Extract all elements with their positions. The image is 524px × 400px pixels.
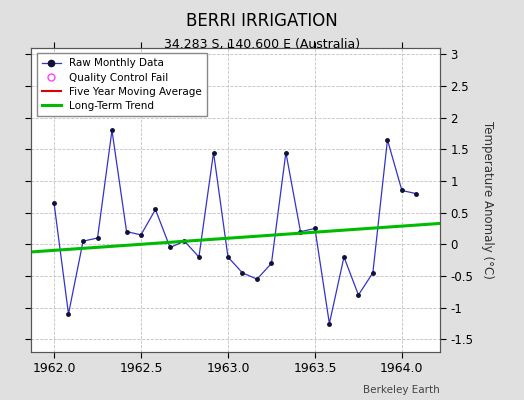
Y-axis label: Temperature Anomaly (°C): Temperature Anomaly (°C): [482, 121, 495, 279]
Text: 34.283 S, 140.600 E (Australia): 34.283 S, 140.600 E (Australia): [164, 38, 360, 51]
Text: Berkeley Earth: Berkeley Earth: [364, 386, 440, 396]
Legend: Raw Monthly Data, Quality Control Fail, Five Year Moving Average, Long-Term Tren: Raw Monthly Data, Quality Control Fail, …: [37, 53, 207, 116]
Text: BERRI IRRIGATION: BERRI IRRIGATION: [186, 12, 338, 30]
